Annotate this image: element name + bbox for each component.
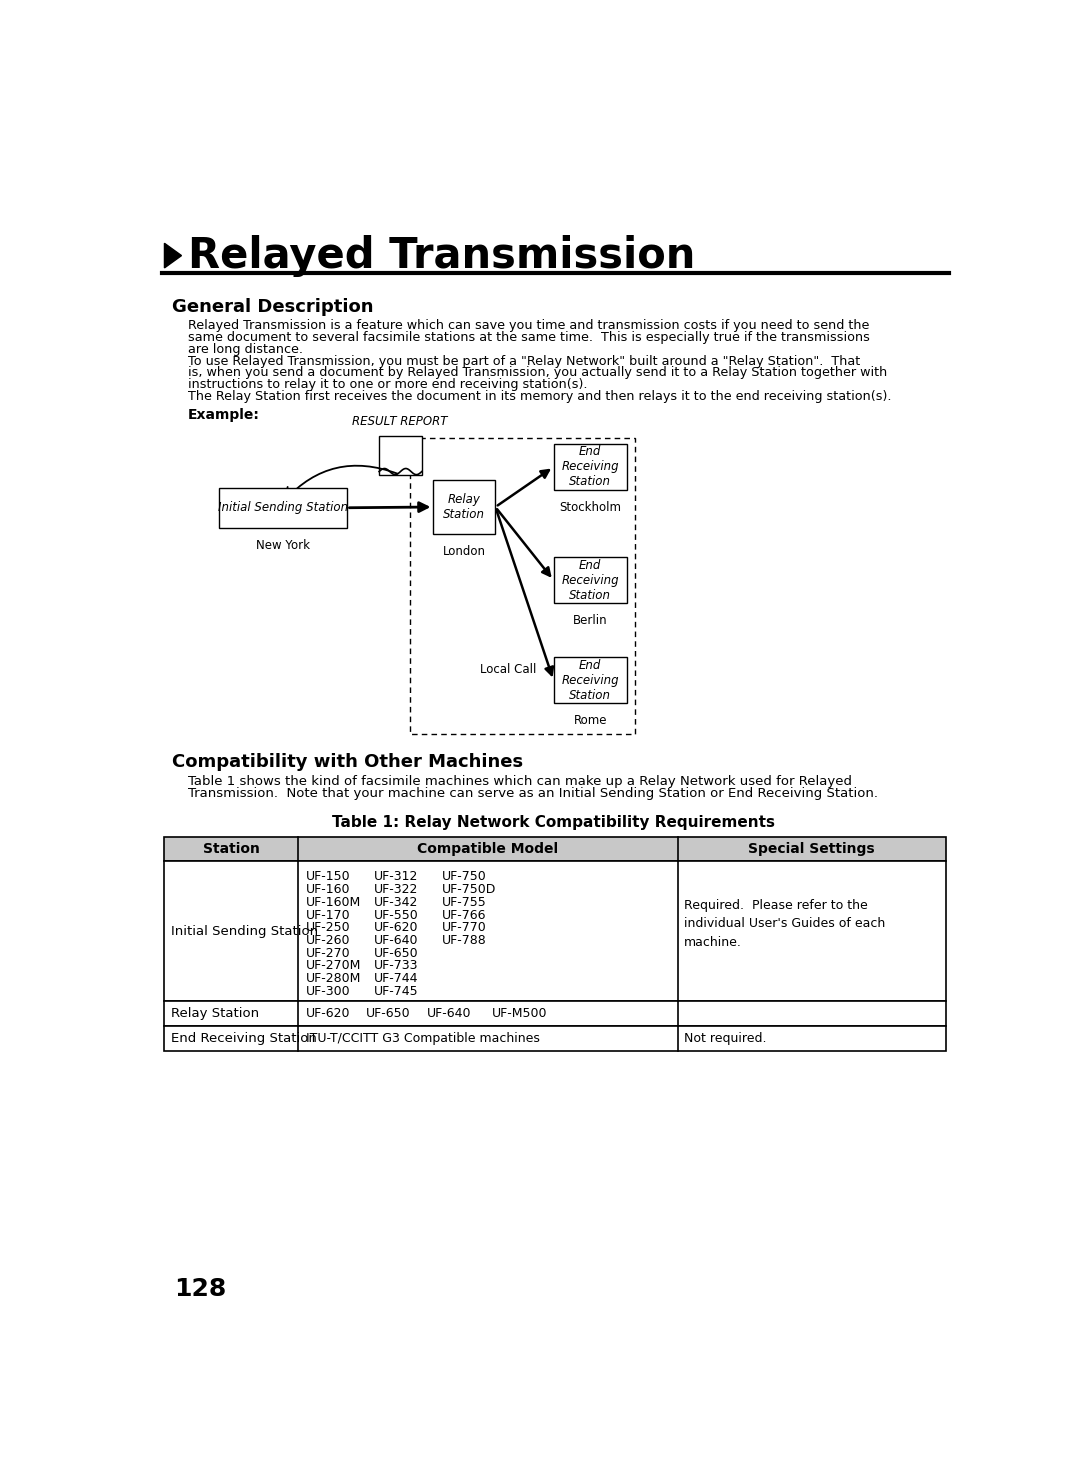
Text: UF-150: UF-150 <box>306 871 350 883</box>
FancyBboxPatch shape <box>554 657 627 704</box>
Text: UF-M500: UF-M500 <box>491 1008 546 1019</box>
Text: is, when you send a document by Relayed Transmission, you actually send it to a : is, when you send a document by Relayed … <box>188 366 887 379</box>
Text: UF-650: UF-650 <box>374 946 418 959</box>
Text: UF-650: UF-650 <box>366 1008 410 1019</box>
Text: UF-322: UF-322 <box>374 883 418 896</box>
Text: Relayed Transmission: Relayed Transmission <box>188 235 696 276</box>
Text: Table 1 shows the kind of facsimile machines which can make up a Relay Network u: Table 1 shows the kind of facsimile mach… <box>188 776 852 787</box>
Text: End Receiving Station: End Receiving Station <box>171 1031 316 1044</box>
Text: UF-755: UF-755 <box>442 896 487 909</box>
Text: UF-170: UF-170 <box>306 908 350 921</box>
Text: UF-750D: UF-750D <box>442 883 497 896</box>
Text: UF-620: UF-620 <box>306 1008 350 1019</box>
Text: UF-640: UF-640 <box>374 934 418 948</box>
Text: UF-270M: UF-270M <box>306 959 361 972</box>
Text: UF-770: UF-770 <box>442 921 487 934</box>
Text: UF-312: UF-312 <box>374 871 418 883</box>
Text: UF-766: UF-766 <box>442 908 486 921</box>
Text: 128: 128 <box>174 1278 226 1302</box>
Bar <box>164 1002 946 1025</box>
Bar <box>164 836 946 861</box>
Text: UF-788: UF-788 <box>442 934 487 948</box>
Text: Local Call: Local Call <box>480 664 537 676</box>
Text: RESULT REPORT: RESULT REPORT <box>352 416 447 429</box>
Text: London: London <box>443 545 486 558</box>
Text: End
Receiving
Station: End Receiving Station <box>562 658 619 702</box>
Text: Required.  Please refer to the
individual User's Guides of each
machine.: Required. Please refer to the individual… <box>684 899 885 949</box>
Text: New York: New York <box>256 539 310 551</box>
Text: Relay Station: Relay Station <box>171 1008 259 1019</box>
Text: Table 1: Relay Network Compatibility Requirements: Table 1: Relay Network Compatibility Req… <box>332 815 775 830</box>
Bar <box>164 861 946 1002</box>
Bar <box>379 436 422 474</box>
Text: Special Settings: Special Settings <box>748 842 875 856</box>
Text: UF-745: UF-745 <box>374 984 418 997</box>
Text: Rome: Rome <box>573 714 607 727</box>
Text: General Description: General Description <box>172 298 374 316</box>
Text: Not required.: Not required. <box>684 1031 766 1044</box>
Text: UF-733: UF-733 <box>374 959 418 972</box>
Text: Initial Sending Station: Initial Sending Station <box>217 501 348 514</box>
Text: End
Receiving
Station: End Receiving Station <box>562 558 619 602</box>
Text: UF-300: UF-300 <box>306 984 350 997</box>
Text: ITU-T/CCITT G3 Compatible machines: ITU-T/CCITT G3 Compatible machines <box>306 1031 539 1044</box>
Text: UF-750: UF-750 <box>442 871 487 883</box>
Bar <box>164 1025 946 1050</box>
Text: Initial Sending Station: Initial Sending Station <box>171 925 318 937</box>
FancyBboxPatch shape <box>554 444 627 491</box>
FancyArrowPatch shape <box>285 466 397 499</box>
FancyBboxPatch shape <box>554 557 627 604</box>
Text: UF-160: UF-160 <box>306 883 350 896</box>
Text: Compatibility with Other Machines: Compatibility with Other Machines <box>172 754 524 771</box>
Text: The Relay Station first receives the document in its memory and then relays it t: The Relay Station first receives the doc… <box>188 391 891 404</box>
Text: Relay
Station: Relay Station <box>444 494 485 521</box>
Text: instructions to relay it to one or more end receiving station(s).: instructions to relay it to one or more … <box>188 379 588 391</box>
Text: UF-744: UF-744 <box>374 972 418 986</box>
Text: To use Relayed Transmission, you must be part of a "Relay Network" built around : To use Relayed Transmission, you must be… <box>188 354 860 367</box>
Text: UF-160M: UF-160M <box>306 896 361 909</box>
Text: Berlin: Berlin <box>573 614 608 627</box>
Text: Example:: Example: <box>188 408 259 423</box>
Text: UF-250: UF-250 <box>306 921 350 934</box>
Text: UF-620: UF-620 <box>374 921 418 934</box>
Text: Stockholm: Stockholm <box>559 501 621 514</box>
Text: End
Receiving
Station: End Receiving Station <box>562 445 619 489</box>
FancyBboxPatch shape <box>433 480 496 533</box>
Text: UF-270: UF-270 <box>306 946 350 959</box>
Text: UF-550: UF-550 <box>374 908 418 921</box>
Text: Station: Station <box>203 842 259 856</box>
Text: Transmission.  Note that your machine can serve as an Initial Sending Station or: Transmission. Note that your machine can… <box>188 787 878 801</box>
Polygon shape <box>164 244 181 267</box>
Text: Compatible Model: Compatible Model <box>417 842 558 856</box>
Text: UF-260: UF-260 <box>306 934 350 948</box>
Text: are long distance.: are long distance. <box>188 342 302 355</box>
Text: UF-280M: UF-280M <box>306 972 361 986</box>
Text: UF-342: UF-342 <box>374 896 418 909</box>
FancyBboxPatch shape <box>218 488 347 527</box>
Text: UF-640: UF-640 <box>427 1008 471 1019</box>
Text: Relayed Transmission is a feature which can save you time and transmission costs: Relayed Transmission is a feature which … <box>188 319 869 332</box>
Text: same document to several facsimile stations at the same time.  This is especiall: same document to several facsimile stati… <box>188 331 869 344</box>
